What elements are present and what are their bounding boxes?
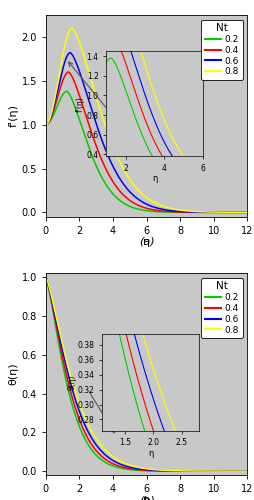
Y-axis label: f'(η): f'(η) (9, 104, 19, 128)
X-axis label: η: η (142, 496, 150, 500)
Text: (b): (b) (138, 495, 154, 500)
Y-axis label: θ(η): θ(η) (9, 363, 19, 386)
X-axis label: η: η (142, 237, 150, 247)
Text: (a): (a) (138, 237, 154, 247)
Legend: 0.2, 0.4, 0.6, 0.8: 0.2, 0.4, 0.6, 0.8 (201, 20, 242, 80)
Legend: 0.2, 0.4, 0.6, 0.8: 0.2, 0.4, 0.6, 0.8 (201, 278, 242, 338)
